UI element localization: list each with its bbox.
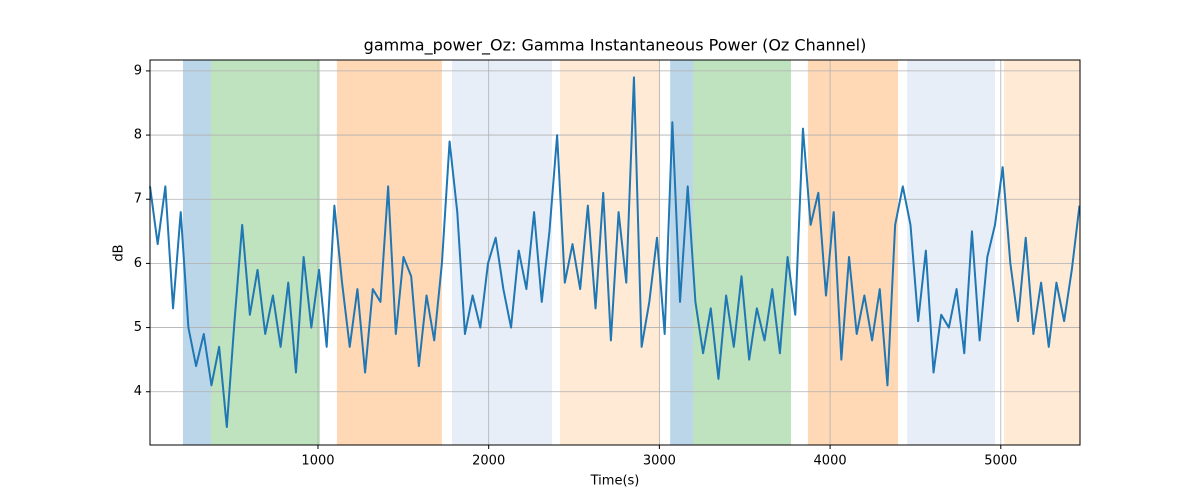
x-tick-label: 2000 xyxy=(472,454,505,469)
y-tick-label: 6 xyxy=(134,256,142,271)
shaded-span xyxy=(210,60,320,445)
y-tick-label: 4 xyxy=(134,384,142,399)
data-line xyxy=(149,76,1081,429)
shaded-span xyxy=(560,60,661,445)
y-tick-label: 8 xyxy=(134,128,142,143)
shaded-span xyxy=(336,60,442,445)
y-tick-label: 7 xyxy=(134,192,142,207)
ticks: 1000 2000 3000 4000 5000 4 5 6 7 8 9 xyxy=(134,63,1018,468)
lines xyxy=(149,76,1081,429)
x-tick-label: 1000 xyxy=(301,454,334,469)
y-tick-label: 9 xyxy=(134,63,142,78)
x-tick-label: 4000 xyxy=(814,454,847,469)
shaded-span xyxy=(1004,60,1080,445)
x-tick-label: 5000 xyxy=(984,454,1017,469)
x-tick-label: 3000 xyxy=(643,454,676,469)
shaded-span xyxy=(693,60,791,445)
y-tick-label: 5 xyxy=(134,320,142,335)
spans xyxy=(182,60,1080,445)
x-axis-label: Time(s) xyxy=(590,474,640,489)
shaded-span xyxy=(670,60,694,445)
plot-frame xyxy=(149,59,1081,446)
shaded-span xyxy=(182,60,211,445)
shaded-span xyxy=(807,60,899,445)
chart-title: gamma_power_Oz: Gamma Instantaneous Powe… xyxy=(364,36,867,56)
shaded-span xyxy=(451,60,553,445)
y-axis-label: dB xyxy=(112,244,127,261)
shaded-span xyxy=(907,60,995,445)
